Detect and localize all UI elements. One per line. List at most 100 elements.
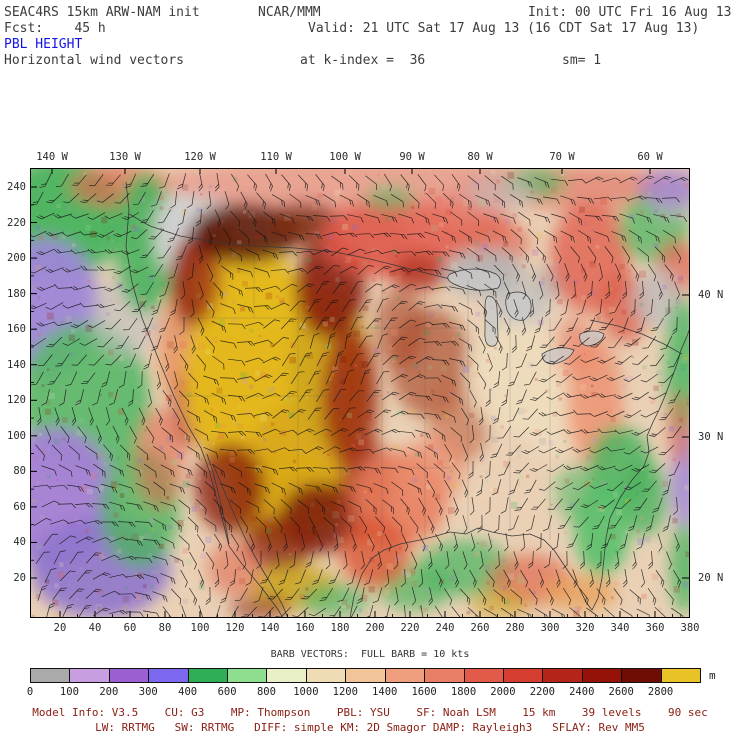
pbl-color-field: [30, 168, 690, 618]
great-lakes: [447, 268, 605, 365]
lon-tick-label: 110 W: [260, 151, 292, 163]
baja-gulf: [206, 453, 289, 618]
colorbar-segment: [148, 668, 189, 683]
init-time: Init: 00 UTC Fri 16 Aug 13: [528, 5, 732, 20]
lake-huron: [505, 291, 532, 321]
colorbar-tick-label: 0: [26, 686, 34, 698]
colorbar-segment: [621, 668, 662, 683]
colorbar-segment: [660, 668, 701, 683]
colorbar-segment: [227, 668, 268, 683]
colorbar-tick-label: 300: [138, 686, 158, 698]
grid-y-tick-label: 120: [7, 394, 26, 407]
lon-tick-label: 90 W: [399, 151, 425, 163]
grid-x-tick-label: 220: [400, 622, 420, 634]
grid-y-tick-label: 20: [13, 571, 26, 584]
model-info-line2: LW: RRTMG SW: RRTMG DIFF: simple KM: 2D …: [95, 721, 645, 734]
grid-y-tick-label: 40: [13, 536, 26, 549]
colorbar-segment: [187, 668, 229, 683]
grid-y-tick-label: 220: [7, 216, 26, 229]
colorbar-segment: [424, 668, 465, 683]
pacific-coastline: [125, 181, 284, 618]
colorbar-tick-label: 600: [217, 686, 237, 698]
state-borders: [180, 246, 551, 548]
grid-x-tick-label: 300: [540, 622, 560, 634]
field-name: PBL HEIGHT: [4, 37, 83, 52]
colorbar-tick-label: 2000: [490, 686, 516, 698]
grid-y-tick-label: 180: [7, 287, 26, 300]
grid-y-tick-label: 80: [13, 465, 26, 478]
lon-tick-label: 100 W: [329, 151, 361, 163]
colorbar-tick-label: 100: [59, 686, 79, 698]
barb-caption: BARB VECTORS: FULL BARB = 10 kts: [270, 649, 470, 660]
colorbar-segment: [30, 668, 71, 683]
colorbar-segment: [266, 668, 307, 683]
grid-x-tick-label: 240: [435, 622, 455, 634]
colorbar-tick-label: 1400: [372, 686, 398, 698]
forecast-hour: Fcst: 45 h: [4, 21, 106, 36]
colorbar-tick-label: 2400: [569, 686, 595, 698]
colorbar-segment: [581, 668, 623, 683]
lat-tick-label: 20 N: [698, 572, 724, 584]
grid-x-tick-label: 340: [610, 622, 630, 634]
colorbar-tick-label: 1200: [332, 686, 358, 698]
model-title: SEAC4RS 15km ARW-NAM init: [4, 5, 200, 20]
grid-y-tick-label: 100: [7, 429, 26, 442]
colorbar-unit-label: m: [709, 669, 716, 682]
colorbar-segment: [345, 668, 386, 683]
grid-x-tick-label: 380: [680, 622, 700, 634]
lake-erie: [541, 347, 575, 365]
lon-tick-label: 70 W: [549, 151, 575, 163]
grid-x-tick-label: 200: [365, 622, 385, 634]
lake-ontario: [579, 330, 605, 347]
org-name: NCAR/MMM: [258, 5, 321, 20]
grid-x-tick-label: 60: [123, 622, 137, 634]
grid-x-tick-label: 100: [190, 622, 210, 634]
grid-x-tick-label: 40: [88, 622, 102, 634]
lake-superior: [447, 268, 501, 291]
grid-x-tick-label: 160: [295, 622, 315, 634]
colorbar-tick-label: 1600: [411, 686, 437, 698]
plot-frame: [30, 168, 690, 618]
lat-tick-label: 40 N: [698, 289, 724, 301]
wind-barbs: [30, 173, 689, 618]
lon-tick-label: 80 W: [467, 151, 493, 163]
colorbar-tick-label: 1000: [293, 686, 319, 698]
grid-x-tick-label: 280: [505, 622, 525, 634]
colorbar-segment: [542, 668, 583, 683]
colorbar-segment: [69, 668, 110, 683]
grid-x-tick-label: 80: [158, 622, 172, 634]
grid-y-tick-label: 140: [7, 358, 26, 371]
lon-tick-label: 130 W: [109, 151, 141, 163]
grid-x-tick-label: 120: [225, 622, 245, 634]
lon-tick-label: 60 W: [637, 151, 663, 163]
colorbar-tick-label: 800: [256, 686, 276, 698]
k-index-label: at k-index = 36: [300, 53, 426, 68]
colorbar-tick-label: 2200: [529, 686, 555, 698]
pbl-height-map: [30, 168, 690, 618]
grid-y-tick-label: 160: [7, 323, 26, 336]
grid-x-tick-label: 320: [575, 622, 595, 634]
colorbar-segment: [463, 668, 504, 683]
lat-tick-label: 30 N: [698, 431, 724, 443]
lon-tick-label: 120 W: [184, 151, 216, 163]
map-area: 140 W 130 W 120 W 110 W 100 W 90 W 80 W 70 W 60 …: [7, 151, 723, 634]
colorbar-tick-label: 200: [99, 686, 119, 698]
valid-time: Valid: 21 UTC Sat 17 Aug 13 (16 CDT Sat …: [308, 21, 700, 36]
grid-y-tick-label: 240: [7, 181, 26, 193]
model-info-line1: Model Info: V3.5 CU: G3 MP: Thompson PBL…: [32, 706, 708, 719]
gulf-atlantic-coastline: [349, 327, 690, 618]
grid-x-tick-label: 360: [645, 622, 665, 634]
grid-y-tick-label: 60: [13, 500, 26, 513]
grid-x-tick-label: 260: [470, 622, 490, 634]
smoothing-label: sm= 1: [562, 53, 602, 68]
colorbar-segment: [108, 668, 150, 683]
grid-x-tick-label: 140: [260, 622, 280, 634]
grid-y-tick-label: 200: [7, 252, 26, 265]
colorbar-tick-label: 1800: [450, 686, 477, 698]
colorbar-tick-label: 2800: [647, 686, 674, 698]
colorbar: 0 100 200 300 400 600 800 1000 1200 1400 1600 1800 2…: [26, 668, 720, 702]
grid-x-tick-label: 20: [53, 622, 67, 634]
colorbar-segment: [305, 668, 347, 683]
grid-x-tick-label: 180: [330, 622, 350, 634]
